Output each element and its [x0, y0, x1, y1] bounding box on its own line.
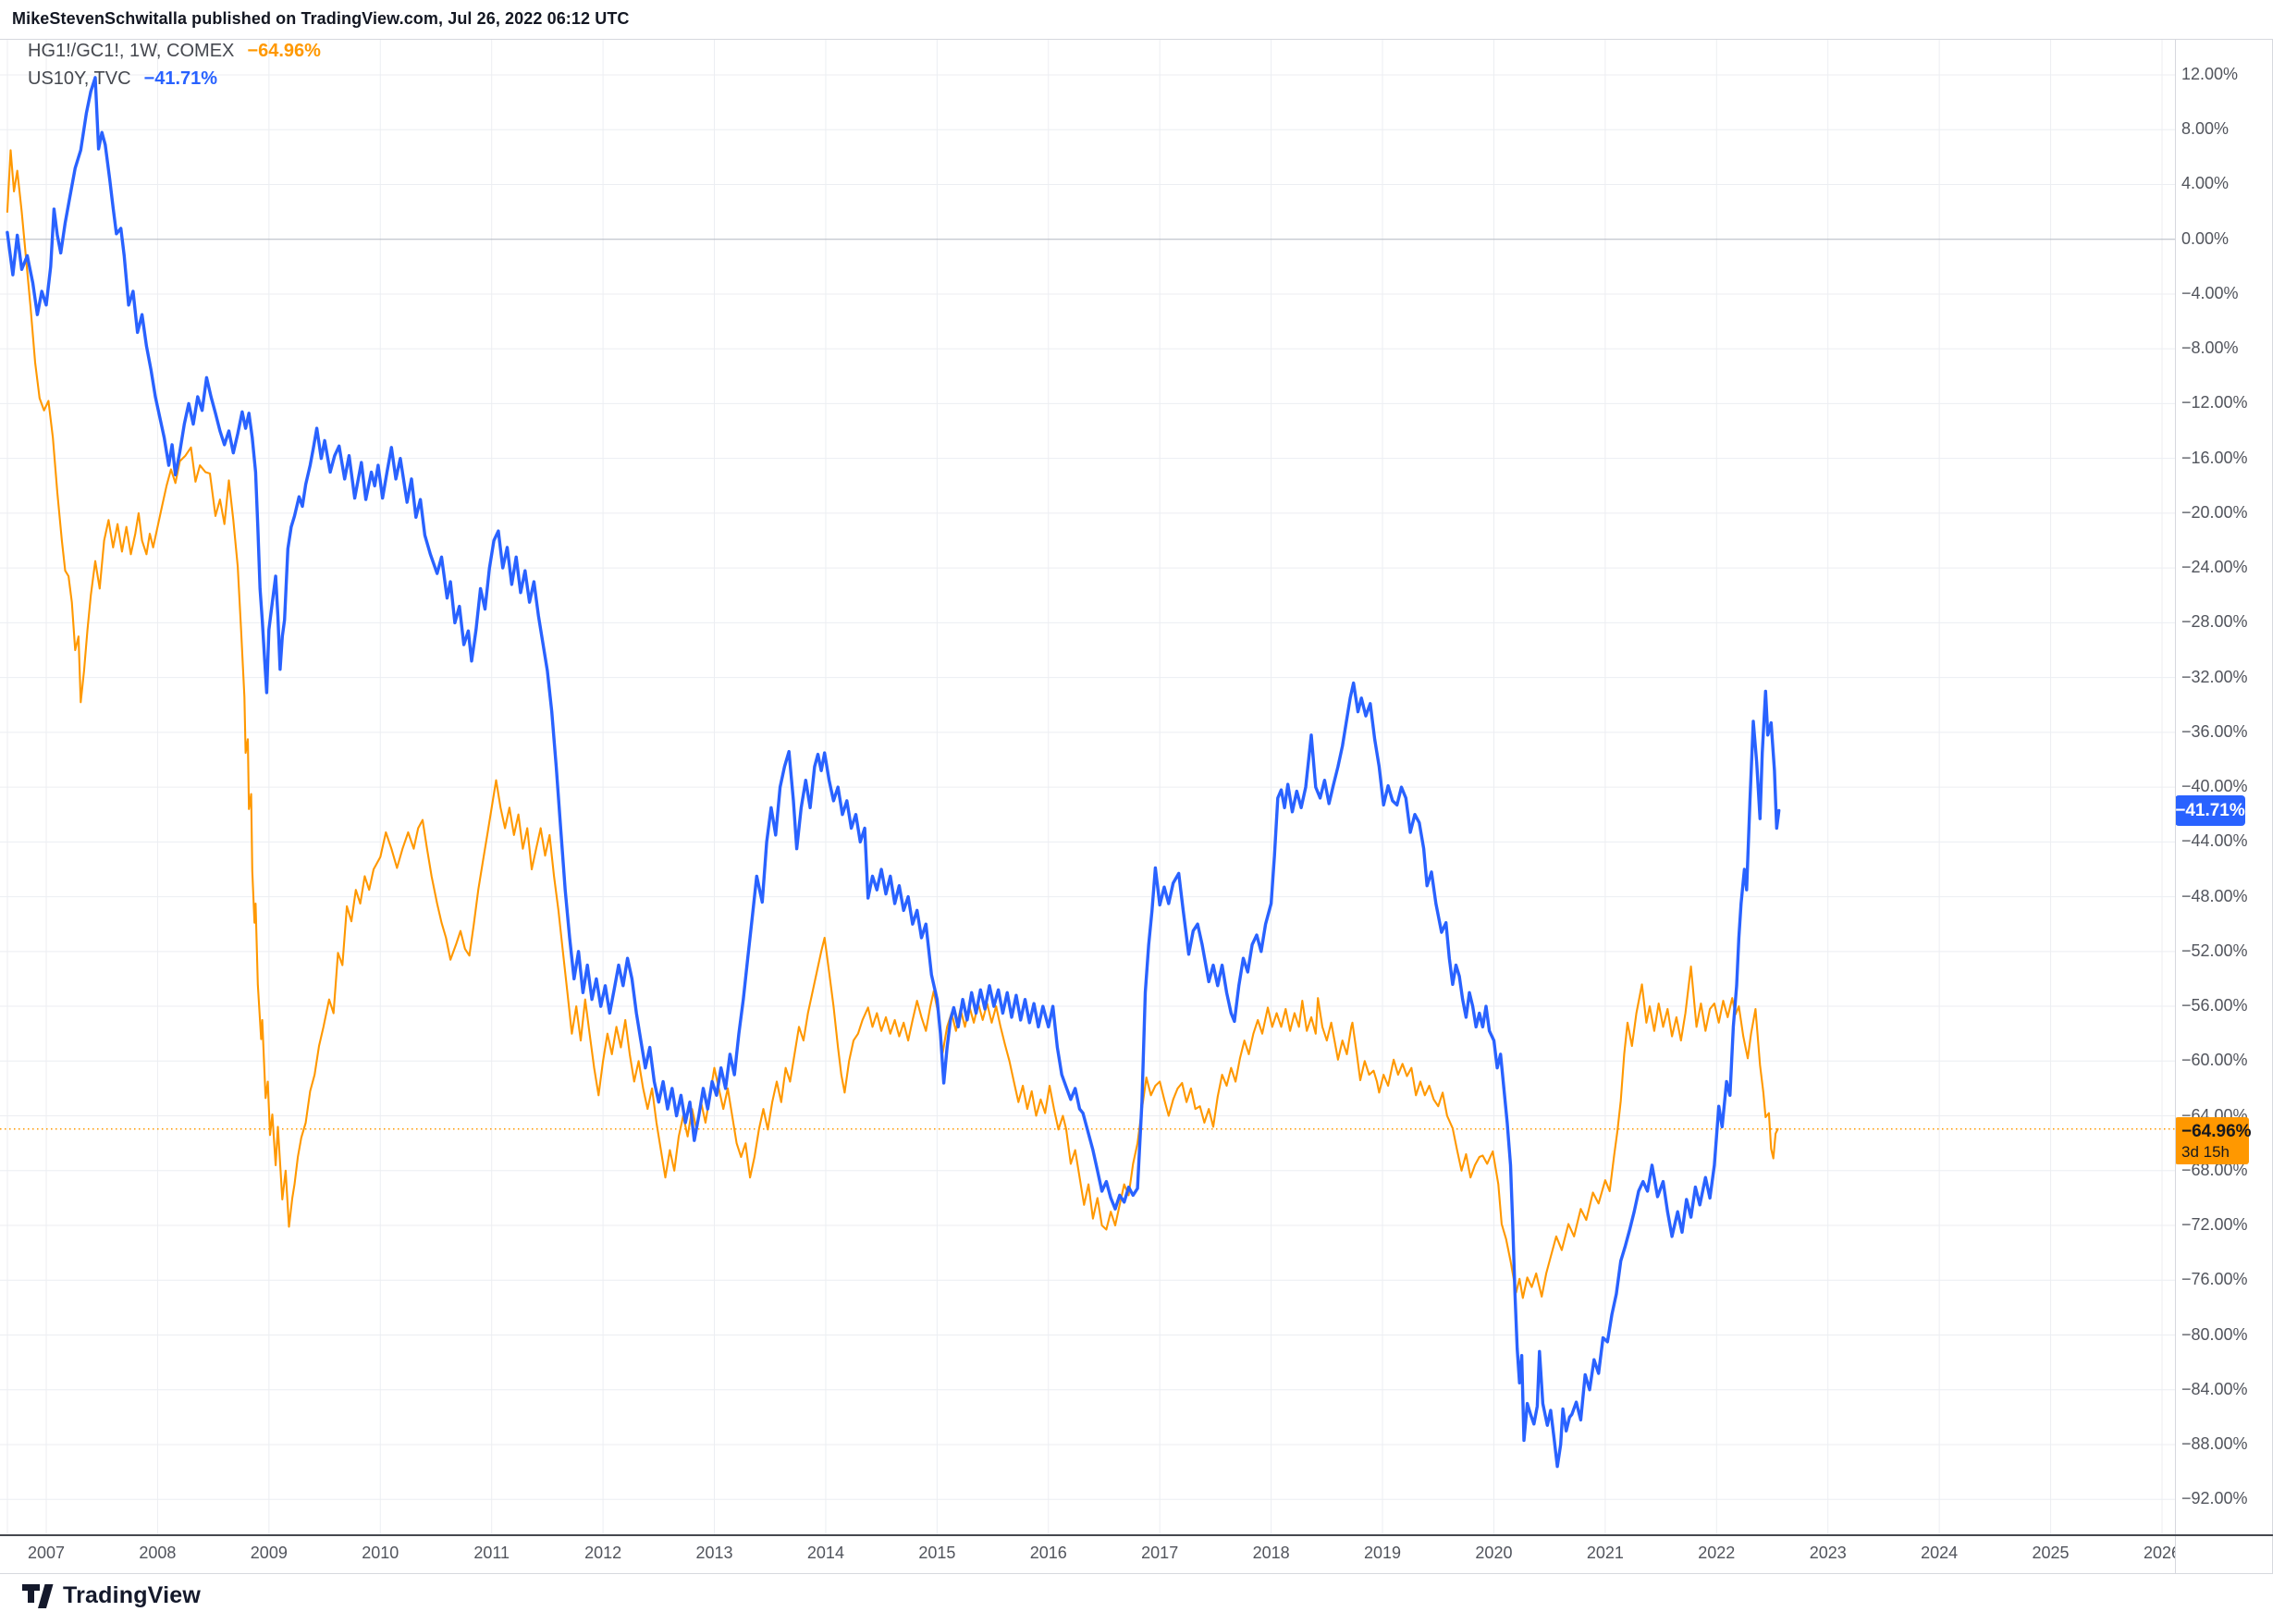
time-tick-label: 2016 — [1029, 1544, 1067, 1562]
price-tick-label: −48.00% — [2181, 886, 2248, 905]
price-tick-label: −68.00% — [2181, 1160, 2248, 1179]
price-axis[interactable]: 12.00% 8.00% 4.00% 0.00% −4.00% −8.00% −12.00%… — [2175, 39, 2273, 1535]
price-tick-label: −88.00% — [2181, 1433, 2248, 1453]
price-tick-label: −40.00% — [2181, 777, 2248, 796]
time-tick-label: 2022 — [1698, 1544, 1736, 1562]
legend: HG1!/GC1!, 1W, COMEX −64.96% US10Y, TVC … — [28, 41, 321, 96]
time-axis-bottom-border — [0, 1573, 2273, 1574]
legend-symbol-value: −64.96% — [247, 41, 321, 61]
price-tick-label: −72.00% — [2181, 1215, 2248, 1235]
time-tick-label: 2010 — [362, 1544, 399, 1562]
price-tick-label: −20.00% — [2181, 502, 2248, 522]
time-tick-label: 2021 — [1586, 1544, 1624, 1562]
time-tick-label: 2008 — [139, 1544, 177, 1562]
hg1gc1-last-price-badge: −64.96% 3d 15h — [2175, 1116, 2252, 1164]
time-tick-label: 2025 — [2032, 1544, 2070, 1562]
time-axis-top-border — [0, 1534, 2273, 1536]
tradingview-logo-text: TradingView — [63, 1582, 202, 1608]
legend-row-us10y[interactable]: US10Y, TVC −41.71% — [28, 68, 321, 96]
price-tick-label: −76.00% — [2181, 1270, 2248, 1289]
time-tick-label: 2014 — [806, 1544, 844, 1562]
time-tick-label: 2019 — [1364, 1544, 1402, 1562]
legend-symbol-title: US10Y, TVC — [28, 68, 131, 89]
time-tick-label: 2007 — [27, 1544, 66, 1562]
price-axis-left-border — [2175, 39, 2176, 1574]
price-tick-label: −92.00% — [2181, 1489, 2248, 1508]
time-axis[interactable]: 2007 2008 2009 2010 2011 2012 2013 2014 2015 2016… — [0, 1535, 2175, 1574]
price-tick-label: −16.00% — [2181, 448, 2248, 467]
time-tick-label: 2024 — [1921, 1544, 1959, 1562]
hg1gc1-series-line — [6, 149, 1779, 1299]
price-axis-right-border — [2272, 39, 2273, 1574]
price-tick-label: −8.00% — [2181, 338, 2239, 358]
price-tick-label: −52.00% — [2181, 941, 2248, 960]
legend-symbol-value: −41.71% — [143, 68, 218, 89]
price-tick-label: −24.00% — [2181, 558, 2248, 577]
price-tick-label: −56.00% — [2181, 996, 2248, 1015]
time-tick-label: 2017 — [1141, 1544, 1179, 1562]
us10y-last-price-badge: −41.71% — [2175, 794, 2245, 826]
time-tick-label: 2018 — [1252, 1544, 1290, 1562]
us10y-last-price-label: −41.71% — [2175, 800, 2245, 820]
price-tick-label: 8.00% — [2181, 119, 2230, 139]
price-tick-label: −36.00% — [2181, 721, 2248, 741]
hg1gc1-last-price-label: −64.96% — [2181, 1121, 2252, 1141]
legend-row-hg1-gc1[interactable]: HG1!/GC1!, 1W, COMEX −64.96% — [28, 41, 321, 68]
time-tick-label: 2009 — [250, 1544, 288, 1562]
price-tick-label: −44.00% — [2181, 831, 2248, 851]
time-tick-label: 2012 — [584, 1544, 622, 1562]
us10y-series-line — [6, 76, 1781, 1469]
time-tick-label: 2011 — [473, 1544, 510, 1562]
price-tick-label: −4.00% — [2181, 283, 2239, 302]
time-tick-label: 2015 — [918, 1544, 956, 1562]
price-tick-label: 4.00% — [2181, 174, 2230, 193]
price-tick-label: −12.00% — [2181, 393, 2248, 412]
chart-top-border — [0, 39, 2273, 40]
legend-symbol-title: HG1!/GC1!, 1W, COMEX — [28, 41, 235, 61]
price-tick-label: −32.00% — [2181, 667, 2248, 686]
bar-countdown-label: 3d 15h — [2181, 1142, 2230, 1161]
attribution-text: MikeStevenSchwitalla published on Tradin… — [12, 9, 630, 28]
time-tick-label: 2023 — [1809, 1544, 1847, 1562]
time-tick-label: 2026 — [2143, 1544, 2175, 1562]
gridlines — [0, 39, 2175, 1535]
tradingview-logo-icon — [22, 1583, 54, 1608]
price-tick-label: −28.00% — [2181, 612, 2248, 632]
price-tick-label: 12.00% — [2181, 64, 2239, 83]
tradingview-logo[interactable]: TradingView — [22, 1582, 201, 1609]
price-tick-label: −60.00% — [2181, 1051, 2248, 1070]
price-tick-label: −84.00% — [2181, 1379, 2248, 1398]
time-tick-label: 2020 — [1475, 1544, 1513, 1562]
price-tick-label: −80.00% — [2181, 1324, 2248, 1344]
time-tick-label: 2013 — [695, 1544, 733, 1562]
price-tick-label: 0.00% — [2181, 228, 2230, 248]
